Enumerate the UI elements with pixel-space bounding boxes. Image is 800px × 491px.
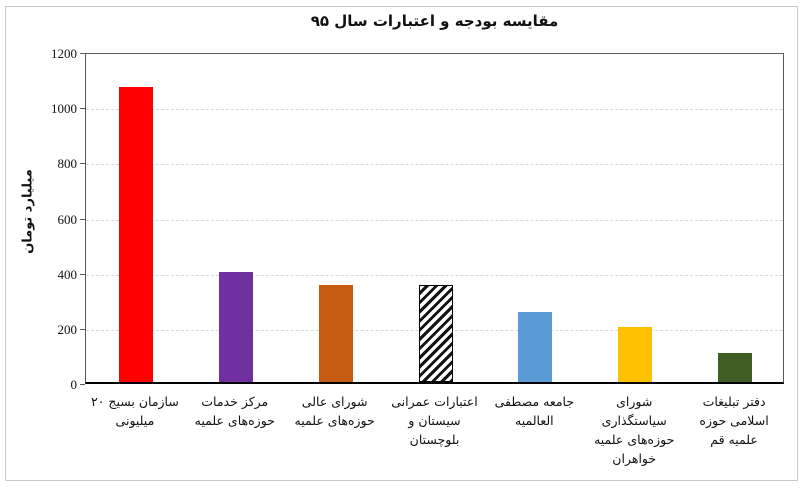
bar-6 bbox=[718, 353, 753, 382]
x-category-label-line: حوزه‌هاى علميه bbox=[294, 413, 375, 428]
x-category-label-line: شوراى bbox=[616, 394, 653, 409]
bar-2 bbox=[318, 285, 353, 382]
bar-3 bbox=[418, 285, 453, 382]
gridline bbox=[86, 164, 783, 166]
x-category-label-line: علميه قم bbox=[710, 432, 758, 447]
y-tick-mark bbox=[80, 384, 85, 385]
x-category-label-line: حوزه‌هاى علميه bbox=[594, 432, 675, 447]
x-category-label-0: سازمان بسيج ۲۰ ميليونى bbox=[83, 392, 187, 430]
x-category-label-line: مركز خدمات bbox=[201, 394, 269, 409]
y-tick-mark bbox=[80, 328, 85, 330]
x-category-label-line: حوزه‌هاى علميه bbox=[194, 413, 275, 428]
x-category-label-line: خواهران bbox=[612, 451, 657, 466]
x-category-label-5: شوراى سياستگذارى حوزه‌هاى علميه خواهران bbox=[582, 392, 686, 468]
bar-5 bbox=[618, 326, 653, 382]
x-category-label-4: جامعه مصطفى العالميه bbox=[482, 392, 586, 430]
x-category-label-line: ميليونى bbox=[115, 413, 155, 428]
x-category-label-line: اسلامى حوزه bbox=[699, 413, 769, 428]
y-tick-mark bbox=[80, 53, 85, 54]
y-tick-label: 1200 bbox=[51, 46, 77, 61]
y-tick-label: 800 bbox=[57, 156, 78, 172]
y-axis-title: ميليارد تومان bbox=[20, 169, 36, 254]
y-tick-label: 600 bbox=[57, 211, 78, 227]
y-tick-mark bbox=[80, 218, 85, 220]
y-tick-label: 400 bbox=[57, 266, 78, 282]
gridline bbox=[86, 274, 783, 276]
x-category-label-1: مركز خدمات حوزه‌هاى علميه bbox=[183, 392, 287, 430]
bar-4 bbox=[518, 311, 553, 382]
x-category-label-line: جامعه مصطفى bbox=[494, 394, 575, 409]
x-category-label-line: العالميه bbox=[515, 413, 554, 428]
plot-area bbox=[85, 53, 784, 384]
x-category-label-3: اعتبارات عمرانى سيستان و بلوچستان bbox=[383, 392, 487, 449]
chart-title: مقايسه بودجه و اعتبارات سال ۹۵ bbox=[310, 12, 559, 30]
y-tick-mark bbox=[80, 108, 85, 110]
gridline bbox=[86, 109, 783, 111]
y-tick-label: 0 bbox=[70, 377, 78, 392]
x-category-label-line: دفتر تبليغات bbox=[702, 394, 766, 409]
x-category-label-line: سياستگذارى bbox=[601, 413, 667, 428]
y-tick-label: 1000 bbox=[51, 101, 77, 117]
x-category-label-line: سازمان بسيج ۲۰ bbox=[90, 394, 179, 409]
gridline bbox=[86, 219, 783, 221]
y-tick-mark bbox=[80, 273, 85, 275]
bar-0 bbox=[118, 86, 153, 382]
x-category-label-line: سيستان و bbox=[408, 413, 461, 428]
x-category-label-line: بلوچستان bbox=[409, 432, 460, 447]
x-category-label-line: شوراى عالى bbox=[301, 394, 368, 409]
x-category-label-2: شوراى عالى حوزه‌هاى علميه bbox=[283, 392, 387, 430]
y-tick-label: 200 bbox=[57, 321, 78, 337]
x-category-label-line: اعتبارات عمرانى bbox=[391, 394, 478, 409]
x-category-label-6: دفتر تبليغات اسلامى حوزه علميه قم bbox=[682, 392, 786, 449]
bar-1 bbox=[218, 271, 253, 382]
y-tick-mark bbox=[80, 163, 85, 165]
